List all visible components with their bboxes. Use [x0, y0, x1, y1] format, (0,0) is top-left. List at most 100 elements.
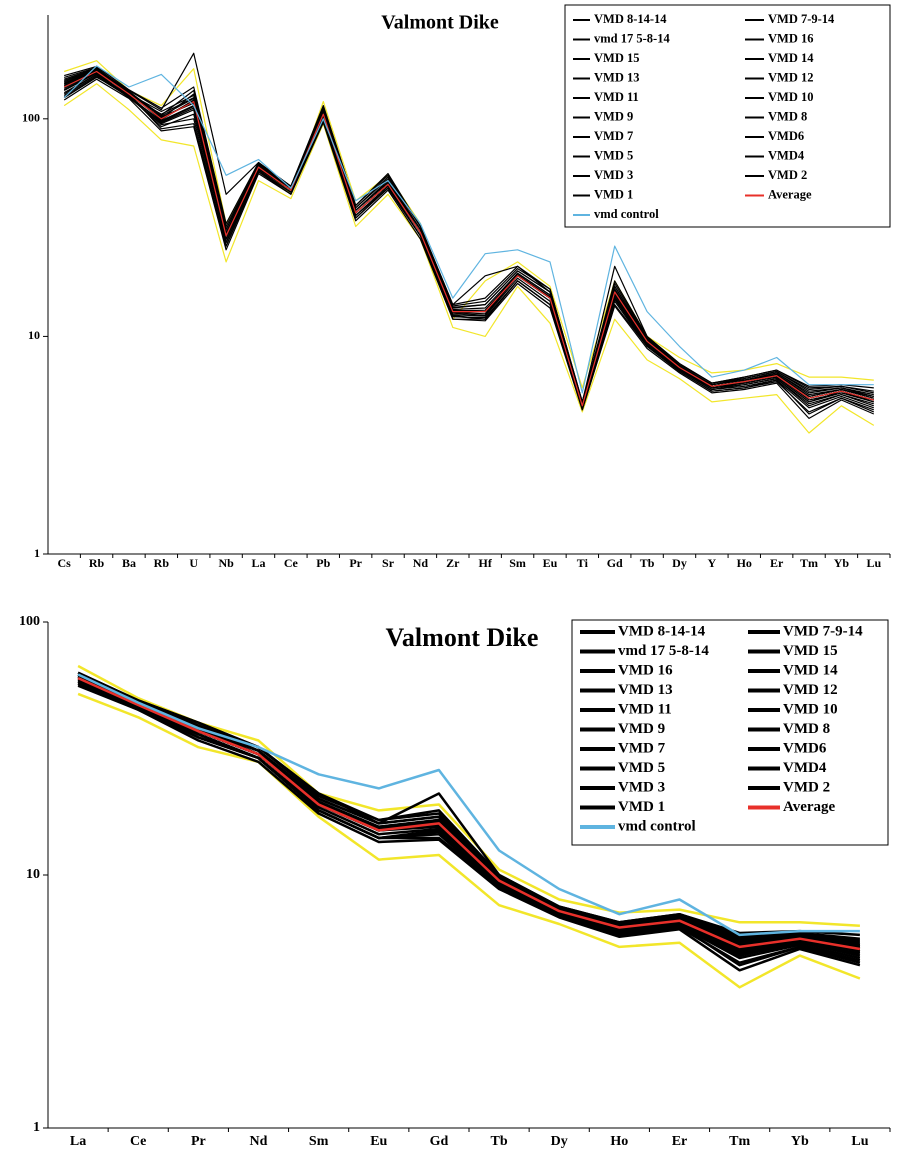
series-line: [77, 680, 861, 960]
series-line: [63, 83, 875, 434]
x-tick-label: Tm: [729, 1134, 750, 1149]
x-tick-label: La: [70, 1134, 86, 1149]
x-tick-label: Tb: [491, 1134, 508, 1149]
x-tick-label: Nd: [413, 556, 429, 570]
legend-label: VMD 9: [618, 721, 665, 737]
legend-label: VMD 10: [768, 90, 813, 104]
series-line: [77, 684, 861, 972]
legend-label: VMD 15: [783, 643, 838, 659]
chart-title: Valmont Dike: [386, 623, 539, 652]
series-line: [77, 673, 861, 940]
legend-label: VMD 3: [594, 168, 633, 182]
legend-label: VMD 7-9-14: [783, 623, 863, 639]
x-tick-label: Lu: [866, 556, 881, 570]
legend-label: VMD 5: [594, 148, 633, 162]
legend-label: VMD4: [768, 148, 805, 162]
legend-label: VMD 16: [768, 31, 813, 45]
legend-label: VMD 5: [618, 760, 665, 776]
x-tick-label: Hf: [479, 556, 493, 570]
legend-label: vmd control: [618, 818, 696, 834]
x-tick-label: Gd: [430, 1134, 449, 1149]
legend-label: VMD 8: [783, 721, 830, 737]
series-line: [63, 72, 874, 407]
x-tick-label: Ho: [737, 556, 752, 570]
legend-label: VMD6: [783, 740, 827, 756]
x-tick-label: Rb: [89, 556, 105, 570]
y-tick-label: 10: [26, 867, 40, 882]
legend-label: VMD 1: [618, 799, 665, 815]
series-line: [63, 78, 875, 419]
chart-title: Valmont Dike: [381, 12, 499, 34]
legend-label: VMD 11: [618, 701, 672, 717]
legend-label: VMD 8-14-14: [618, 623, 706, 639]
x-tick-label: Dy: [672, 556, 687, 570]
x-tick-label: Cs: [58, 556, 72, 570]
x-tick-label: Nb: [218, 556, 234, 570]
x-tick-label: Pb: [316, 556, 330, 570]
x-tick-label: Gd: [607, 556, 623, 570]
x-tick-label: Eu: [370, 1134, 387, 1149]
legend-label: VMD 13: [594, 70, 639, 84]
legend-label: VMD 2: [783, 779, 830, 795]
legend-label: vmd 17 5-8-14: [594, 31, 670, 45]
x-tick-label: Ce: [284, 556, 299, 570]
y-tick-label: 1: [33, 1120, 40, 1135]
legend-label: VMD 14: [783, 662, 838, 678]
x-tick-label: La: [251, 556, 265, 570]
x-tick-label: Er: [770, 556, 784, 570]
x-tick-label: Ce: [130, 1134, 146, 1149]
y-tick-label: 10: [28, 328, 40, 342]
x-tick-label: Dy: [551, 1134, 568, 1149]
legend-label: VMD 16: [618, 662, 673, 678]
legend-label: VMD 8: [768, 109, 807, 123]
x-tick-label: Zr: [446, 556, 460, 570]
legend-label: VMD 9: [594, 109, 633, 123]
legend-label: Average: [783, 799, 836, 815]
x-tick-label: Ti: [577, 556, 589, 570]
legend-label: VMD 14: [768, 51, 814, 65]
series-line: [63, 76, 875, 415]
legend-label: VMD 3: [618, 779, 665, 795]
x-tick-label: Ba: [122, 556, 136, 570]
x-tick-label: Yb: [834, 556, 850, 570]
y-tick-label: 1: [34, 546, 40, 560]
x-tick-label: Tb: [640, 556, 655, 570]
x-tick-label: Lu: [851, 1134, 868, 1149]
legend-label: VMD 15: [594, 51, 639, 65]
x-tick-label: Pr: [349, 556, 362, 570]
x-tick-label: U: [189, 556, 198, 570]
legend-label: VMD 7-9-14: [768, 12, 835, 26]
x-tick-label: Sm: [309, 1134, 329, 1149]
x-tick-label: Tm: [800, 556, 818, 570]
legend: VMD 8-14-14 VMD 7-9-14 vmd 17 5-8-14 VMD 15…: [571, 619, 889, 846]
legend-label: VMD 7: [618, 740, 666, 756]
legend-box: [571, 619, 889, 846]
x-tick-label: Eu: [543, 556, 558, 570]
x-tick-label: Ho: [610, 1134, 628, 1149]
chart: 1 10 100 La Ce Pr Nd Sm Eu Gd Tb Dy Ho Er Tm Yb Lu Valmon…: [19, 614, 891, 1149]
x-tick-label: Er: [672, 1134, 688, 1149]
legend-label: VMD 12: [768, 70, 813, 84]
legend: VMD 8-14-14 VMD 7-9-14 vmd 17 5-8-14 VMD 16…: [564, 4, 891, 228]
series-line: [64, 65, 874, 403]
y-tick-label: 100: [19, 614, 40, 629]
x-tick-label: Rb: [154, 556, 170, 570]
y-tick-label: 100: [22, 111, 40, 125]
x-tick-label: Yb: [791, 1134, 809, 1149]
series-line: [77, 682, 861, 967]
x-tick-label: Y: [708, 556, 717, 570]
legend-label: VMD 2: [768, 168, 807, 182]
legend-label: vmd 17 5-8-14: [618, 643, 709, 659]
series-line: [77, 692, 861, 989]
series-line: [77, 676, 861, 951]
x-tick-label: Nd: [250, 1134, 268, 1149]
legend-label: vmd control: [594, 207, 659, 221]
series-line: [77, 673, 860, 937]
x-tick-label: Sr: [382, 556, 395, 570]
legend-label: VMD 1: [594, 187, 633, 201]
legend-label: VMD 11: [594, 90, 639, 104]
legend-box: [564, 4, 891, 228]
legend-label: Average: [768, 187, 812, 201]
legend-label: VMD 13: [618, 682, 673, 698]
